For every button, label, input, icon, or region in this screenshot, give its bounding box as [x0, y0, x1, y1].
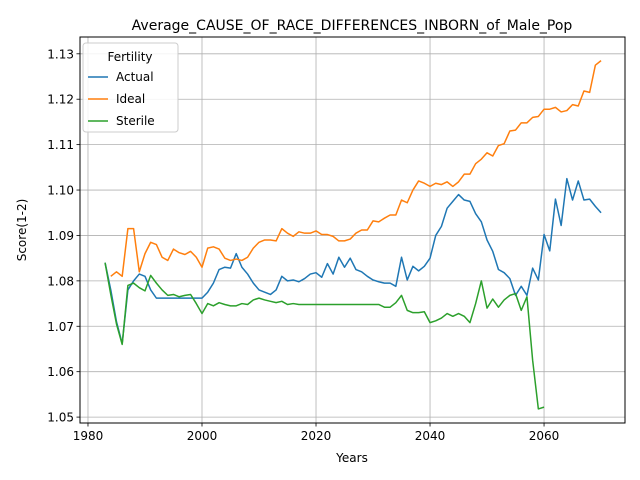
y-tick-label: 1.08 [47, 274, 74, 288]
y-tick-label: 1.06 [47, 365, 74, 379]
y-tick-label: 1.09 [47, 229, 74, 243]
y-tick-label: 1.10 [47, 184, 74, 198]
x-tick-label: 2060 [529, 429, 560, 443]
y-tick-label: 1.13 [47, 47, 74, 61]
legend: Fertility Actual Ideal Sterile [83, 43, 178, 132]
y-tick-label: 1.05 [47, 411, 74, 425]
legend-label-actual: Actual [116, 70, 154, 84]
chart-title: Average_CAUSE_OF_RACE_DIFFERENCES_INBORN… [132, 18, 573, 34]
legend-title: Fertility [107, 50, 152, 64]
y-tick-label: 1.07 [47, 320, 74, 334]
x-tick-label: 2000 [187, 429, 218, 443]
legend-label-ideal: Ideal [116, 92, 145, 106]
y-tick-label: 1.11 [47, 138, 74, 152]
y-tick-label: 1.12 [47, 93, 74, 107]
y-axis-title: Score(1-2) [15, 199, 29, 262]
legend-label-sterile: Sterile [116, 114, 155, 128]
x-axis-title: Years [335, 451, 368, 465]
x-tick-label: 1980 [73, 429, 104, 443]
x-tick-label: 2020 [301, 429, 332, 443]
x-tick-label: 2040 [415, 429, 446, 443]
